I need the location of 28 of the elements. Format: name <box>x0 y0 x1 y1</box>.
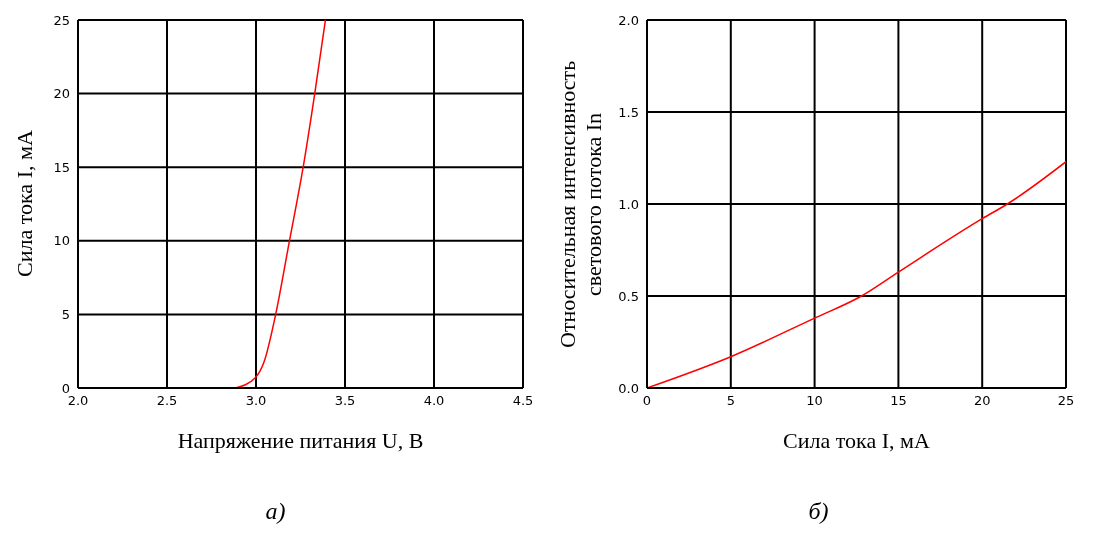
x-tick-label: 3.0 <box>245 393 267 409</box>
y-tick-label: 0.0 <box>618 380 639 396</box>
y-axis-title: Сила тока I, мА <box>12 129 38 280</box>
y-axis-title: Относительная интенсивность светового потока In <box>555 59 607 350</box>
text: а) <box>264 498 287 525</box>
y-tick-label: 20 <box>53 86 70 102</box>
x-tick-label: 4.5 <box>512 393 534 409</box>
x-tick-label: 15 <box>890 393 907 409</box>
x-tick-label: 10 <box>806 393 823 409</box>
x-tick-label: 2.5 <box>156 393 178 409</box>
y-tick-label: 5 <box>61 307 70 323</box>
y-tick-label: 25 <box>53 12 70 28</box>
y-tick-label: 0.5 <box>618 288 639 304</box>
y-tick-label: 2.0 <box>618 12 639 28</box>
y-tick-label: 1.5 <box>618 104 639 120</box>
y-tick-label: 15 <box>53 159 70 175</box>
x-tick-label: 4.0 <box>423 393 445 409</box>
y-tick-label: 10 <box>53 233 70 249</box>
y-tick-label: 0 <box>61 380 70 396</box>
x-tick-label: 3.5 <box>334 393 356 409</box>
x-axis-title: Напряжение питания U, В <box>177 428 424 453</box>
x-tick-label: 5 <box>726 393 735 409</box>
x-axis-title: Сила тока I, мА <box>783 428 930 453</box>
text: б) <box>807 498 830 525</box>
y-tick-label: 1.0 <box>618 196 639 212</box>
x-tick-label: 0 <box>642 393 652 409</box>
x-tick-label: 20 <box>973 393 991 409</box>
x-tick-label: 25 <box>1057 393 1075 409</box>
